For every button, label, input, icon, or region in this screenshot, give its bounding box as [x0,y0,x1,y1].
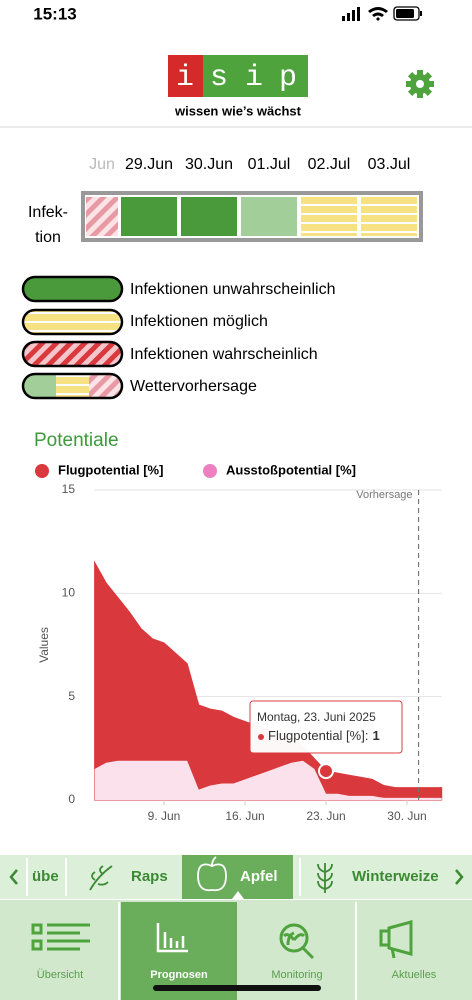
status-time: 15:13 [33,4,76,23]
crop-tabs: übe Raps Apfel Winterweize [0,855,472,899]
date-label: 29.Jun [125,156,173,173]
date-label: 02.Jul [308,156,351,173]
y-tick-label: 15 [62,482,76,496]
date-label: 03.Jul [368,156,411,173]
forecast-label: Vorhersage [356,489,412,501]
tooltip-box [249,700,403,754]
tooltip-date: Montag, 23. Juni 2025 [257,710,376,724]
logo-letter: i [245,61,263,95]
y-tick-label: 10 [62,586,76,600]
date-label: Jun [89,156,115,173]
date-label: 30.Jun [185,156,233,173]
date-label: 01.Jul [248,156,291,173]
nav-item[interactable]: Prognosen [150,969,208,981]
chart: Potentiale Values Flugpotential [%] Ausst… [34,430,443,823]
legend-marker [203,464,217,478]
area [94,760,442,800]
legend-label: Infektionen unwahrscheinlich [130,281,335,298]
logo-tagline: wissen wie’s wächst [174,103,302,118]
infection-dates: Jun 29.Jun 30.Jun 01.Jul 02.Jul 03.Jul [89,156,410,173]
tooltip-point [318,763,334,780]
crop-tab[interactable]: übe [32,868,59,885]
logo-letter: p [279,61,297,95]
nav-item[interactable]: Monitoring [271,969,322,981]
tooltip-label: Flugpotential [%]: [268,728,368,743]
status-icons [342,6,422,21]
settings-button[interactable] [406,70,434,98]
y-tick-label: 0 [68,792,75,806]
row-label: Infek- [28,204,68,221]
chart-title: Potentiale [34,430,119,451]
tab-prev[interactable] [9,869,18,885]
nav-item[interactable]: Aktuelles [392,969,437,981]
logo-letter: s [210,61,228,95]
tooltip-value: 1 [372,728,379,743]
tooltip-marker [258,734,264,740]
bottom-nav: Übersicht Prognosen Monitoring Aktuelles [0,900,472,1000]
legend-label: Infektionen möglich [130,313,268,330]
legend: Infektionen unwahrscheinlich Infektionen… [21,275,335,400]
legend-label: Ausstoßpotential [%] [226,462,356,477]
legend-label: Infektionen wahrscheinlich [130,346,318,363]
crop-tab[interactable]: Winterweize [352,868,439,885]
row-label: tion [35,229,61,246]
logo-letter: i [176,61,194,95]
legend-marker [35,464,49,478]
legend-label: Wettervorhersage [130,378,257,395]
y-axis-label: Values [37,627,51,663]
tab-next[interactable] [455,869,464,885]
x-tick-label: 16. Jun [225,809,264,823]
infection-row [81,191,423,242]
home-indicator [153,985,321,991]
x-tick-label: 23. Jun [306,809,345,823]
nav-item[interactable]: Übersicht [37,969,83,981]
x-tick-label: 9. Jun [148,809,181,823]
crop-tab[interactable]: Raps [131,868,168,885]
legend-label: Flugpotential [%] [58,462,163,477]
logo: i s i p wissen wie’s wächst [168,55,308,118]
x-tick-label: 30. Jun [387,809,426,823]
tooltip-text: Flugpotential [%]: 1 [268,728,380,743]
crop-tab[interactable]: Apfel [240,868,278,885]
y-tick-label: 5 [68,689,75,703]
